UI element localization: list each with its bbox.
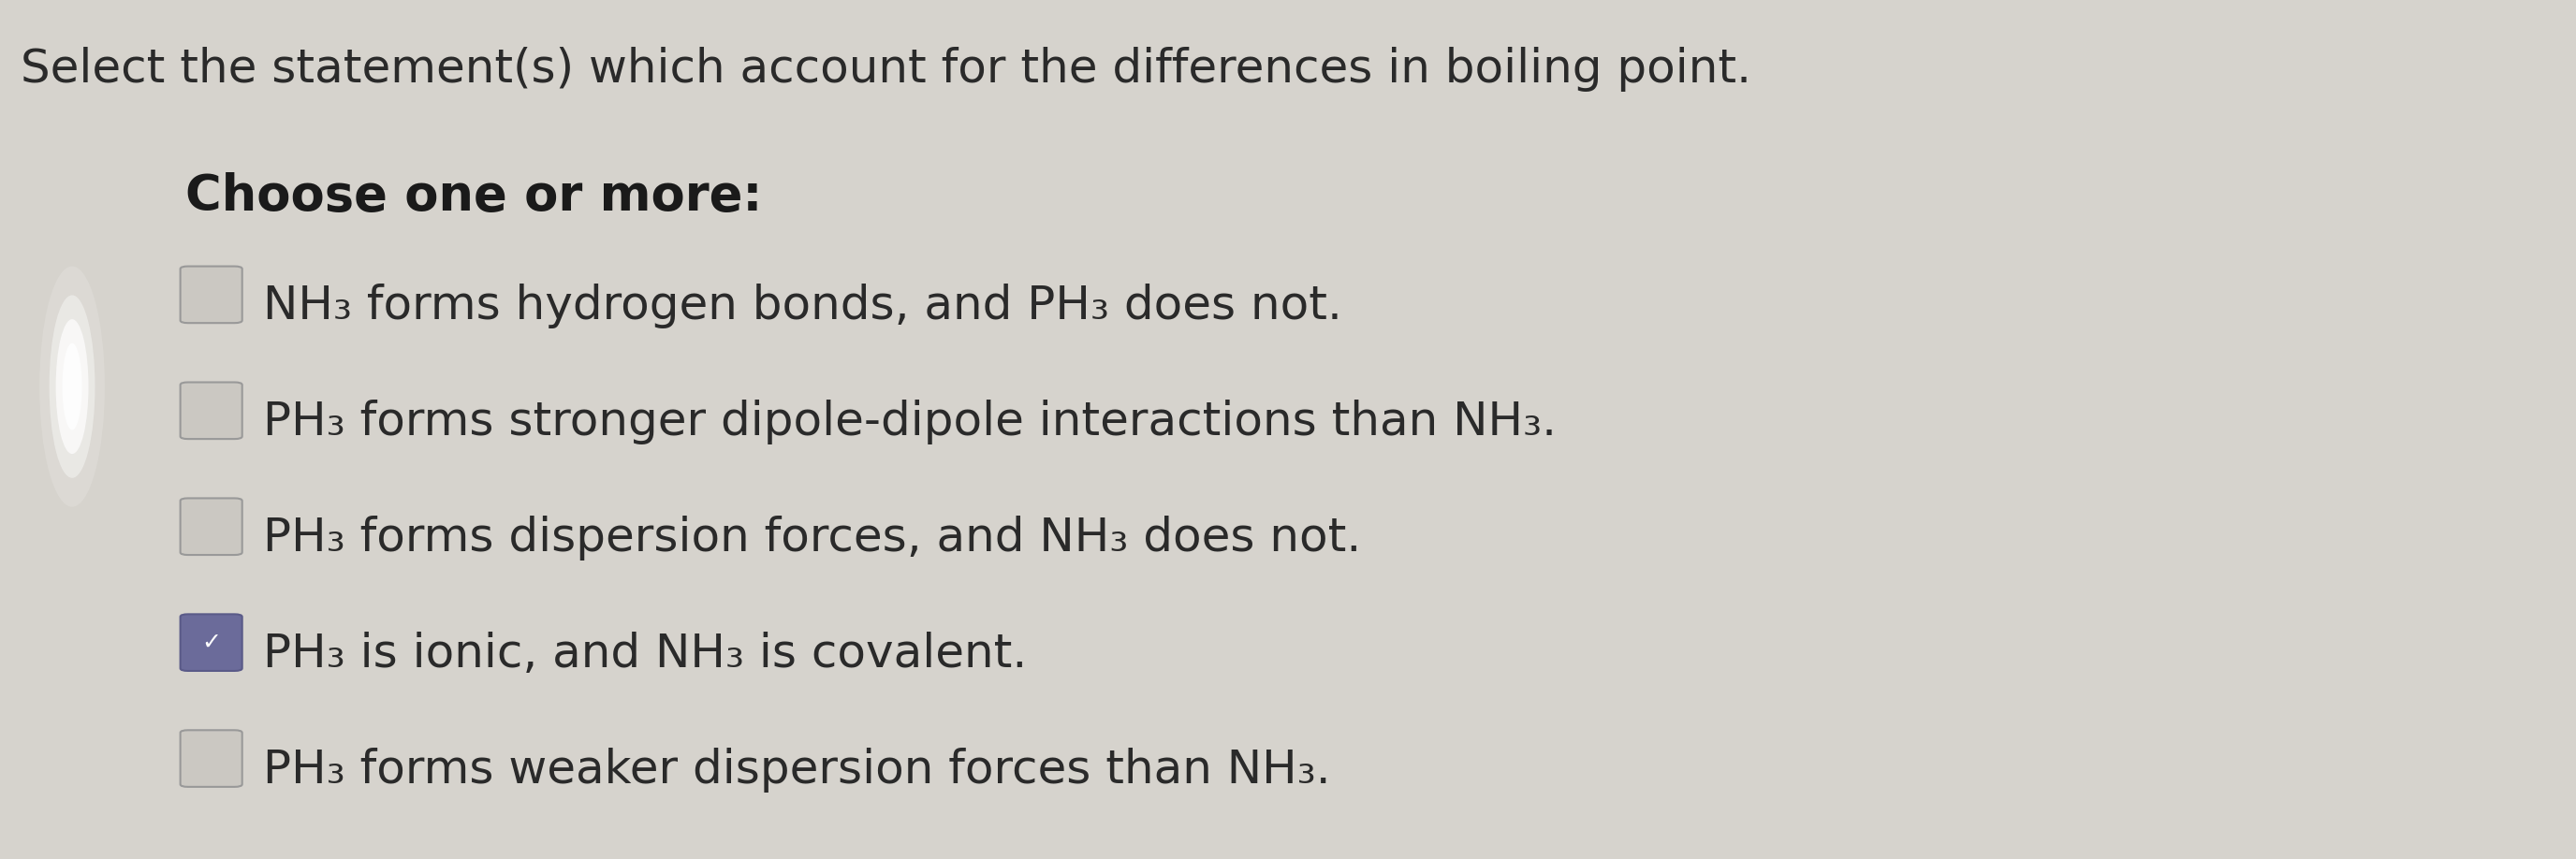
- Text: PH₃ forms weaker dispersion forces than NH₃.: PH₃ forms weaker dispersion forces than …: [263, 747, 1329, 792]
- FancyBboxPatch shape: [180, 498, 242, 555]
- Ellipse shape: [49, 295, 95, 478]
- Ellipse shape: [62, 344, 82, 430]
- FancyBboxPatch shape: [180, 614, 242, 671]
- Text: NH₃ forms hydrogen bonds, and PH₃ does not.: NH₃ forms hydrogen bonds, and PH₃ does n…: [263, 283, 1342, 328]
- Text: PH₃ forms stronger dipole-dipole interactions than NH₃.: PH₃ forms stronger dipole-dipole interac…: [263, 399, 1556, 444]
- Ellipse shape: [39, 266, 106, 507]
- FancyBboxPatch shape: [180, 730, 242, 787]
- FancyBboxPatch shape: [180, 266, 242, 323]
- Text: PH₃ is ionic, and NH₃ is covalent.: PH₃ is ionic, and NH₃ is covalent.: [263, 631, 1028, 676]
- Text: Choose one or more:: Choose one or more:: [185, 172, 762, 221]
- Ellipse shape: [57, 320, 88, 454]
- FancyBboxPatch shape: [180, 382, 242, 439]
- Text: PH₃ forms dispersion forces, and NH₃ does not.: PH₃ forms dispersion forces, and NH₃ doe…: [263, 515, 1360, 560]
- Text: ✓: ✓: [201, 631, 222, 654]
- Text: Select the statement(s) which account for the differences in boiling point.: Select the statement(s) which account fo…: [21, 47, 1752, 92]
